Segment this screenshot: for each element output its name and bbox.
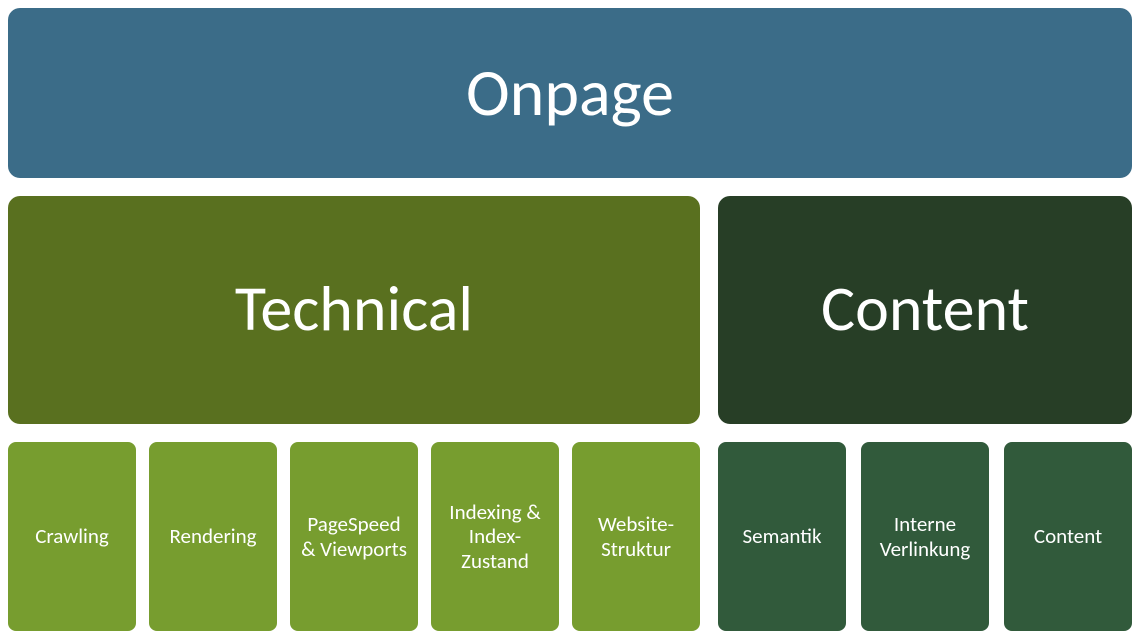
level3-node: Content bbox=[1002, 440, 1134, 633]
level2-label: Content bbox=[821, 273, 1029, 347]
level3-label: Crawling bbox=[35, 524, 109, 548]
level3-node: Interne Verlinkung bbox=[859, 440, 991, 633]
level2-label: Technical bbox=[235, 273, 473, 347]
level3-label: Content bbox=[1034, 524, 1102, 548]
level3-node: PageSpeed & Viewports bbox=[288, 440, 420, 633]
level3-label: Rendering bbox=[169, 524, 256, 548]
diagram-canvas: Onpage Technical Content Crawling Renderin… bbox=[0, 0, 1140, 639]
level3-label: Website-Struktur bbox=[580, 512, 692, 560]
level2-node-content: Content bbox=[716, 194, 1134, 426]
level3-node: Rendering bbox=[147, 440, 279, 633]
level2-node-technical: Technical bbox=[6, 194, 702, 426]
level3-label: Indexing & Index-Zustand bbox=[439, 500, 551, 572]
level3-label: Semantik bbox=[742, 524, 821, 548]
level3-label: Interne Verlinkung bbox=[869, 512, 981, 560]
level3-node: Indexing & Index-Zustand bbox=[429, 440, 561, 633]
root-label: Onpage bbox=[466, 55, 674, 131]
level3-node: Semantik bbox=[716, 440, 848, 633]
root-node-onpage: Onpage bbox=[6, 6, 1134, 180]
level3-node: Crawling bbox=[6, 440, 138, 633]
level3-node: Website-Struktur bbox=[570, 440, 702, 633]
level3-label: PageSpeed & Viewports bbox=[298, 512, 410, 560]
